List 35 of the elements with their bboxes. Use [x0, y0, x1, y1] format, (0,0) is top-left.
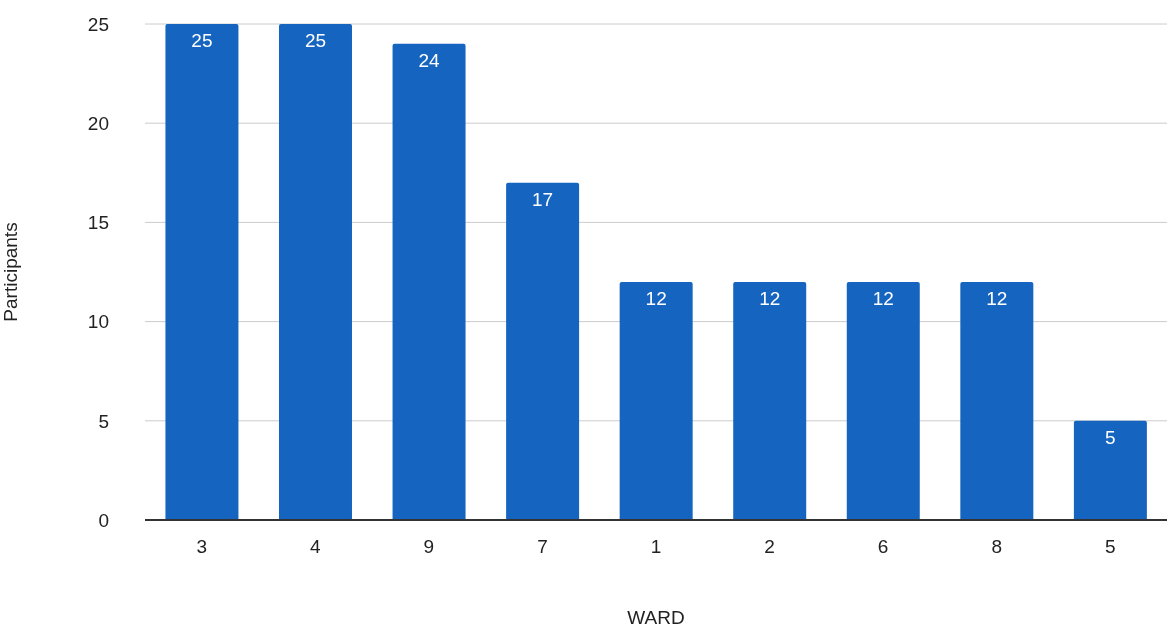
bar: [506, 182, 580, 520]
data-label: 12: [872, 288, 894, 310]
x-tick-label: 1: [650, 536, 662, 558]
y-tick-label: 10: [87, 311, 109, 333]
y-tick-label: 0: [98, 509, 109, 531]
x-tick-label: 2: [764, 536, 775, 558]
bar: [846, 281, 920, 520]
x-axis-title: WARD: [627, 607, 685, 628]
bar: [279, 24, 352, 520]
y-tick-label: 5: [98, 410, 109, 432]
bar: [1073, 420, 1147, 520]
data-label: 12: [759, 288, 781, 310]
data-label: 24: [418, 50, 441, 72]
x-tick-label: 3: [196, 536, 208, 558]
x-tick-label: 5: [1104, 536, 1116, 558]
bar: [165, 24, 239, 520]
bar: [619, 281, 693, 520]
y-tick-label: 25: [87, 13, 109, 35]
x-tick-label: 9: [423, 536, 435, 558]
y-tick-label: 20: [87, 112, 109, 134]
data-label: 25: [191, 30, 213, 52]
y-axis-title: Participants: [0, 222, 21, 322]
data-label: 12: [986, 288, 1008, 310]
x-tick-label: 8: [991, 536, 1002, 558]
data-label: 5: [1105, 427, 1116, 449]
data-label: 17: [532, 189, 554, 211]
x-tick-label: 4: [310, 536, 322, 558]
data-label: 25: [304, 30, 327, 52]
bar: [392, 43, 466, 520]
bar: [960, 281, 1034, 520]
x-tick-label: 7: [537, 536, 548, 558]
bar: [733, 281, 807, 520]
data-label: 12: [645, 288, 667, 310]
y-tick-label: 15: [87, 212, 109, 234]
x-tick-label: 6: [877, 536, 889, 558]
